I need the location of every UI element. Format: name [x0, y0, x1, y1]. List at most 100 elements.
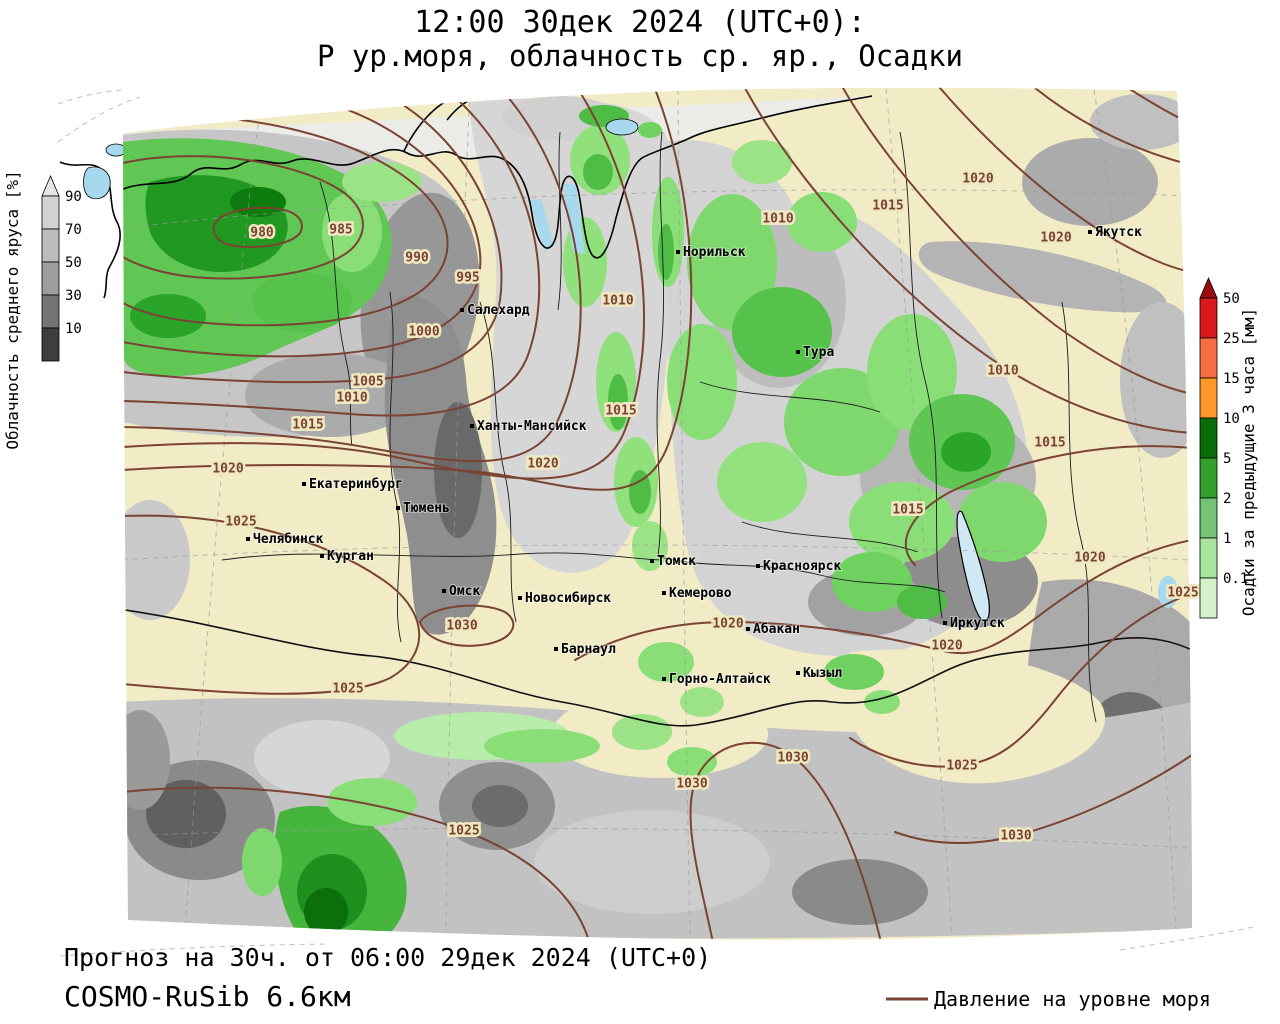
- city-label: Горно-Алтайск: [669, 672, 771, 687]
- arctic-ocean: [123, 96, 872, 258]
- colorbar-segment: [41, 195, 60, 230]
- colorbar-tick: 15: [1223, 371, 1240, 387]
- city-dot: [460, 308, 464, 312]
- colorbar-tick: 50: [1223, 291, 1240, 307]
- precipitation-colorbar: Осадки за предыдущие 3 часа [мм] 5025151…: [1199, 276, 1258, 619]
- colorbar-segment: [1199, 377, 1218, 419]
- isobar-label: 1010: [336, 391, 367, 406]
- colorbar-segment: [1199, 417, 1218, 459]
- city-dot: [796, 350, 800, 354]
- city-dot: [554, 647, 558, 651]
- colorbar-arrow: [1199, 276, 1218, 299]
- city-dot: [246, 537, 250, 541]
- isobar-label: 1010: [602, 294, 633, 309]
- isobar-label: 1020: [1074, 551, 1105, 566]
- map-domain: [123, 87, 1192, 940]
- isobar-label: 1015: [605, 404, 636, 419]
- isobar-label: 1020: [212, 462, 243, 477]
- isobar-label: 990: [405, 251, 429, 266]
- isobar-label: 1030: [446, 619, 477, 634]
- isobar-label: 1020: [1040, 231, 1071, 246]
- isobar-label: 1020: [712, 617, 743, 632]
- city-dot: [796, 671, 800, 675]
- colorbar-segment: [1199, 497, 1218, 539]
- footer: Прогноз на 30ч. от 06:00 29дек 2024 (UTC…: [64, 943, 711, 1013]
- colorbar-tick: 50: [65, 255, 82, 271]
- colorbar-tick: 0.1: [1223, 571, 1248, 587]
- lake: [1158, 576, 1178, 608]
- colorbar-tick: 2: [1223, 491, 1231, 507]
- colorbar-tick: 25: [1223, 331, 1240, 347]
- city-label: Ханты-Мансийск: [477, 419, 587, 434]
- city-label: Новосибирск: [525, 591, 611, 606]
- city-label: Курган: [327, 549, 374, 564]
- isobar-label: 1015: [892, 503, 923, 518]
- city-label: Иркутск: [950, 616, 1005, 631]
- isobar-label: 1025: [448, 824, 479, 839]
- city-label: Абакан: [753, 622, 800, 637]
- city-dot: [662, 677, 666, 681]
- isobar-label: 985: [329, 223, 352, 238]
- pressure-legend: Давление на уровне моря: [886, 987, 1211, 1011]
- colorbar-segment: [41, 228, 60, 263]
- city-label: Кызыл: [803, 666, 842, 681]
- colorbar-segment: [1199, 537, 1218, 579]
- isobar-label: 995: [456, 271, 479, 286]
- cloudiness-colorbar-title: Облачность среднего яруса [%]: [3, 170, 22, 449]
- isobar-label: 1015: [1034, 436, 1065, 451]
- city-label: Тура: [803, 345, 834, 360]
- cloudiness-colorbar: Облачность среднего яруса [%] 90 70 50 30 10: [3, 170, 82, 449]
- isobar-label: 980: [250, 226, 274, 241]
- admin-borders: [124, 131, 1192, 727]
- header: 12:00 30дек 2024 (UTC+0): P ур.моря, обл…: [317, 5, 963, 73]
- isobar-label: 1025: [332, 682, 363, 697]
- city-label: Екатеринбург: [309, 477, 403, 492]
- city-dot: [320, 554, 324, 558]
- isobar-label: 1020: [962, 172, 993, 187]
- colorbar-segment: [41, 294, 60, 329]
- isobar-label: 1030: [676, 777, 707, 792]
- city-label: Тюмень: [403, 501, 450, 516]
- colorbar-segment: [1199, 577, 1218, 619]
- city-label: Салехард: [467, 303, 530, 318]
- isobar-label: 1020: [931, 639, 962, 654]
- colorbar-tick: 5: [1223, 451, 1231, 467]
- isobar-label: 1030: [777, 751, 808, 766]
- isobar-label: 1025: [225, 515, 256, 530]
- isobar-label: 1015: [872, 199, 903, 214]
- model-name-line: COSMO-RuSib 6.6км: [64, 980, 351, 1013]
- colorbar-segment: [41, 261, 60, 296]
- city-dot: [1088, 230, 1092, 234]
- city-dot: [302, 482, 306, 486]
- forecast-info-line: Прогноз на 30ч. от 06:00 29дек 2024 (UTC…: [64, 943, 711, 972]
- colorbar-segment: [1199, 297, 1218, 339]
- isobar-label: 1000: [408, 325, 439, 340]
- city-dot: [396, 506, 400, 510]
- isobars-layer: [123, 87, 1192, 939]
- isobar-label: 1025: [946, 759, 977, 774]
- lake: [605, 118, 639, 136]
- isobar-label: 1005: [352, 375, 383, 390]
- water-bodies: [529, 118, 1178, 622]
- city-dot: [756, 564, 760, 568]
- lake-baikal: [956, 510, 990, 622]
- city-label: Барнаул: [561, 642, 616, 657]
- colorbar-tick: 30: [65, 288, 82, 304]
- colorbar-arrow: [41, 174, 60, 197]
- isobar-label: 1025: [1167, 586, 1198, 601]
- city-label: Якутск: [1095, 225, 1142, 240]
- city-dot: [470, 424, 474, 428]
- colorbar-segment: [1199, 457, 1218, 499]
- isobar-label: 1015: [292, 418, 323, 433]
- map-title-line2: P ур.моря, облачность ср. яр., Осадки: [317, 39, 963, 73]
- isobar-label: 1030: [1000, 829, 1031, 844]
- map-title-line1: 12:00 30дек 2024 (UTC+0):: [414, 5, 866, 40]
- city-dot: [676, 250, 680, 254]
- precipitation-colorbar-title: Осадки за предыдущие 3 часа [мм]: [1239, 308, 1258, 616]
- pressure-legend-label: Давление на уровне моря: [934, 987, 1211, 1011]
- city-label: Омск: [449, 584, 480, 599]
- isobar-label: 1020: [527, 457, 558, 472]
- city-label: Норильск: [683, 245, 746, 260]
